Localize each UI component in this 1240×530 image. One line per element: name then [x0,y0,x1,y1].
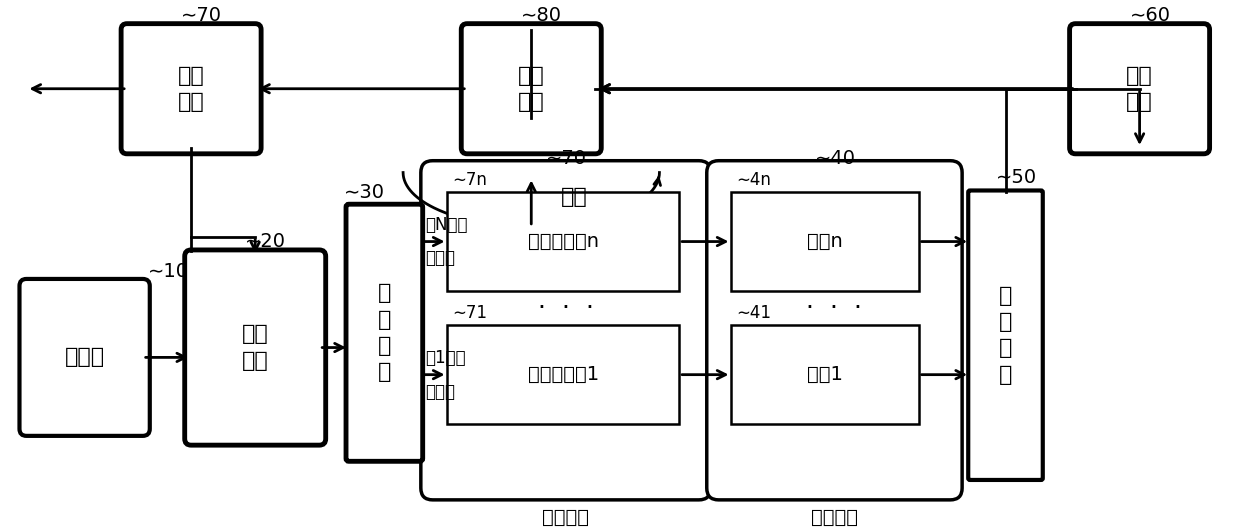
Text: ∼80: ∼80 [521,6,563,25]
Text: 合
束
单
元: 合 束 单 元 [998,286,1012,385]
Text: 光纤n: 光纤n [807,232,843,251]
Text: ∼20: ∼20 [246,233,286,251]
FancyBboxPatch shape [968,190,1043,480]
FancyBboxPatch shape [420,161,711,500]
FancyBboxPatch shape [20,279,150,436]
Text: 光纤1: 光纤1 [807,365,843,384]
Text: ∼30: ∼30 [343,183,384,202]
Text: ∼50: ∼50 [996,169,1037,187]
FancyBboxPatch shape [346,204,423,461]
Bar [732,325,919,424]
Text: ∼60: ∼60 [1130,6,1171,25]
FancyBboxPatch shape [707,161,962,500]
Text: 第1路分: 第1路分 [425,349,465,367]
Text: 调制
单元: 调制 单元 [242,324,269,371]
Text: ∼71: ∼71 [453,304,487,322]
FancyBboxPatch shape [185,250,326,445]
Text: 激光器: 激光器 [64,347,104,367]
Text: ∼4n: ∼4n [737,171,771,189]
Text: 光信号: 光信号 [425,250,455,268]
Text: 光信号: 光信号 [425,383,455,401]
Text: ∼7n: ∼7n [453,171,487,189]
Text: ·  ·  ·: · · · [806,296,863,320]
Text: ∼10: ∼10 [148,262,188,281]
Text: 偏振单元: 偏振单元 [542,508,589,527]
Text: ·  ·  ·: · · · [538,296,594,320]
Text: ∼40: ∼40 [815,148,856,167]
Text: 偏振控制器n: 偏振控制器n [528,232,599,251]
FancyBboxPatch shape [461,24,601,154]
Text: 第N路分: 第N路分 [425,216,467,234]
Text: 偏振控制器1: 偏振控制器1 [528,365,599,384]
Bar [732,192,919,291]
FancyBboxPatch shape [1070,24,1209,154]
Text: 光纤阵列: 光纤阵列 [811,508,858,527]
Text: 回路: 回路 [560,187,588,207]
Text: ∼70: ∼70 [546,148,587,167]
FancyBboxPatch shape [122,24,262,154]
Text: ∼70: ∼70 [181,6,222,25]
Text: 放大
单元: 放大 单元 [177,66,205,112]
Text: 分
束
单
元: 分 束 单 元 [378,283,391,382]
Text: ∼41: ∼41 [737,304,771,322]
Text: 滤波
单元: 滤波 单元 [518,66,544,112]
Bar [448,192,680,291]
Bar [448,325,680,424]
Text: 光探
测器: 光探 测器 [1126,66,1153,112]
